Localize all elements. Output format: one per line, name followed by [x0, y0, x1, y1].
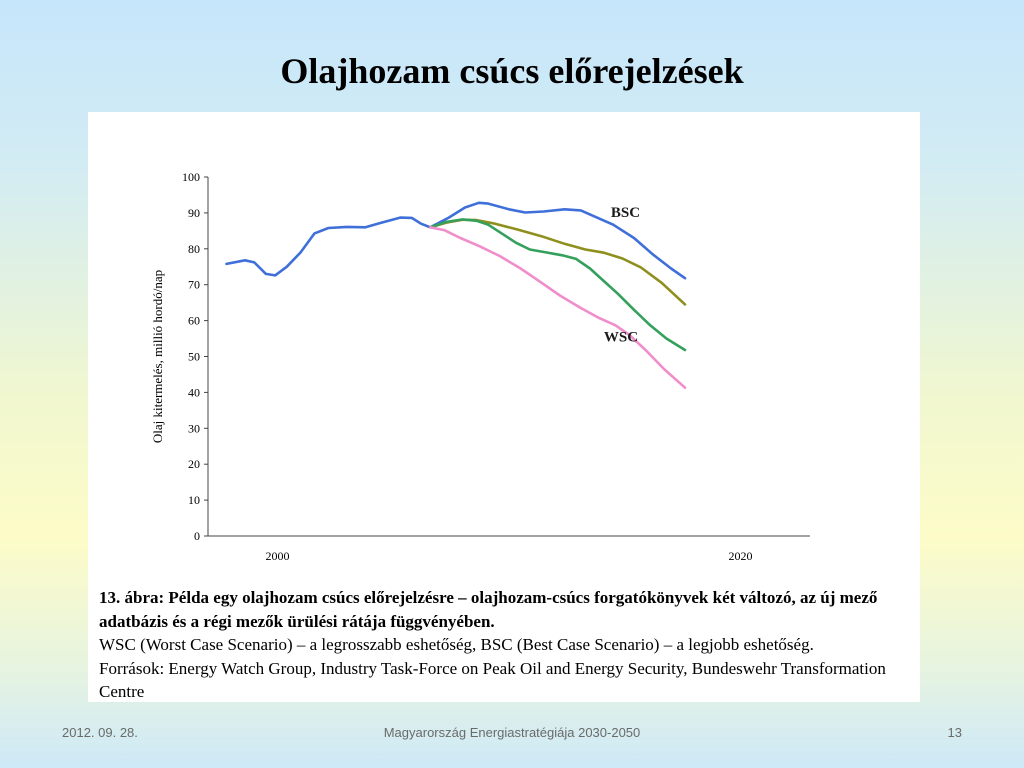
annotation-wsc: WSC [604, 329, 638, 345]
annotation-bsc: BSC [611, 205, 640, 221]
oil-production-chart: 0 10 20 30 40 50 60 70 80 90 100 2000 2020 Olaj kiter… [150, 170, 810, 563]
y-tick-label: 30 [188, 421, 200, 435]
y-tick-label: 80 [188, 242, 200, 256]
figure-caption: 13. ábra: Példa egy olajhozam csúcs előr… [99, 586, 914, 704]
footer-presentation-title: Magyarország Energiastratégiája 2030-205… [383, 725, 641, 740]
y-tick-label: 100 [182, 170, 200, 184]
x-tick-label: 2020 [729, 549, 753, 563]
footer-date: 2012. 09. 28. [62, 725, 138, 740]
y-tick-label: 10 [188, 493, 200, 507]
y-tick-label: 40 [188, 385, 200, 399]
y-axis-label: Olaj kitermelés, millió hordó/nap [150, 270, 165, 443]
caption-scenarios: WSC (Worst Case Scenario) – a legrosszab… [99, 635, 814, 654]
series-line-wsc [429, 226, 687, 389]
x-tick-label: 2000 [265, 549, 289, 563]
figure-panel: 0 10 20 30 40 50 60 70 80 90 100 2000 2020 Olaj kiter… [88, 112, 920, 702]
y-tick-label: 60 [188, 314, 200, 328]
slide-title: Olajhozam csúcs előrejelzések [280, 51, 744, 91]
y-tick-label: 50 [188, 350, 200, 364]
y-tick-label: 70 [188, 278, 200, 292]
caption-title: 13. ábra: Példa egy olajhozam csúcs előr… [99, 588, 878, 631]
caption-sources: Források: Energy Watch Group, Industry T… [99, 658, 886, 702]
footer-page-number: 13 [947, 725, 962, 740]
y-tick-label: 20 [188, 457, 200, 471]
series-line-green [429, 218, 687, 352]
y-tick-label: 90 [188, 206, 200, 220]
y-tick-label: 0 [194, 529, 200, 543]
series-line-olive [429, 218, 687, 306]
